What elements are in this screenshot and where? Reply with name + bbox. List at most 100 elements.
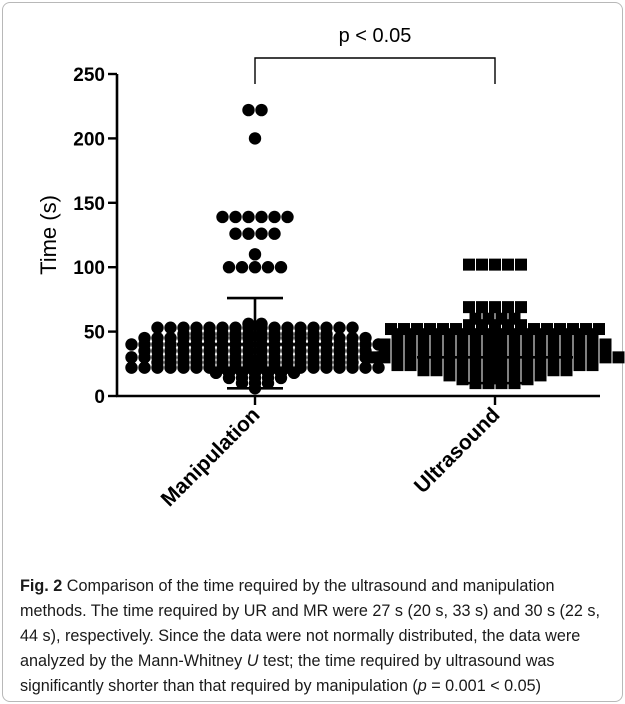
- data-point: [281, 321, 294, 334]
- y-tick-label: 0: [94, 387, 105, 408]
- data-point: [242, 317, 255, 331]
- caption-u-italic: U: [246, 652, 259, 670]
- data-point: [391, 338, 404, 351]
- significance-bracket: p < 0.05: [254, 25, 496, 84]
- caption-text-2: test; the time required by ultrasound wa…: [20, 652, 555, 695]
- data-point: [502, 258, 514, 271]
- data-point: [502, 301, 514, 314]
- data-point: [222, 261, 236, 274]
- data-point: [346, 321, 359, 334]
- bracket-line: [254, 57, 496, 84]
- data-point: [573, 338, 586, 351]
- data-point: [164, 331, 177, 345]
- data-point: [255, 227, 268, 240]
- x-tick-label: Ultrasound: [410, 403, 505, 498]
- data-point: [528, 323, 540, 336]
- y-axis-label: Time (s): [36, 195, 61, 275]
- data-point: [463, 258, 475, 271]
- caption-text-3: = 0.001 < 0.05): [426, 677, 542, 695]
- data-point: [294, 321, 307, 334]
- ultrasound-points: [365, 258, 625, 390]
- data-point: [404, 338, 417, 351]
- data-point: [599, 338, 612, 351]
- data-point: [463, 301, 475, 314]
- data-point: [450, 323, 462, 336]
- data-point: [580, 323, 592, 336]
- caption-text-1: Comparison of the time required by the u…: [20, 577, 601, 670]
- data-point: [229, 227, 242, 240]
- data-point: [333, 321, 346, 334]
- data-point: [320, 321, 333, 334]
- data-point: [242, 227, 255, 240]
- axes: 0 50 100 150 200 250 Time (s) Manipulation Ultra…: [36, 65, 600, 511]
- y-tick-label: 200: [73, 129, 105, 150]
- data-point: [177, 321, 190, 334]
- data-point: [567, 323, 579, 336]
- data-point: [489, 258, 501, 271]
- data-point: [281, 210, 294, 224]
- data-point: [235, 261, 249, 274]
- scatter-chart: 0 50 100 150 200 250 Time (s) Manipulation Ultra…: [36, 25, 625, 511]
- data-point: [216, 321, 229, 334]
- data-point: [229, 321, 242, 334]
- data-point: [261, 261, 275, 274]
- data-point: [359, 331, 372, 345]
- data-point: [151, 331, 164, 345]
- data-point: [125, 361, 138, 374]
- data-point: [508, 312, 521, 325]
- data-point: [164, 321, 177, 334]
- data-point: [593, 323, 605, 336]
- data-point: [151, 321, 164, 334]
- data-point: [190, 321, 203, 334]
- data-point: [255, 210, 268, 224]
- data-point: [495, 312, 508, 325]
- figure-label: Fig. 2: [20, 577, 63, 595]
- y-tick-label: 150: [73, 194, 105, 215]
- data-point: [476, 258, 488, 271]
- data-point: [346, 331, 359, 345]
- data-point: [229, 210, 242, 224]
- data-point: [424, 323, 436, 336]
- data-point: [378, 338, 391, 351]
- figure-caption: Fig. 2 Comparison of the time required b…: [20, 574, 610, 699]
- data-point: [255, 317, 268, 331]
- data-point: [268, 227, 281, 240]
- data-point: [365, 351, 378, 364]
- data-point: [248, 132, 262, 145]
- data-point: [125, 351, 138, 364]
- y-tick-label: 50: [84, 323, 105, 344]
- data-point: [482, 312, 495, 325]
- data-point: [268, 210, 281, 224]
- data-point: [203, 321, 216, 334]
- data-point: [248, 248, 262, 261]
- data-point: [333, 331, 346, 345]
- data-point: [138, 361, 151, 374]
- data-point: [216, 210, 229, 224]
- data-point: [469, 312, 482, 325]
- data-point: [612, 351, 625, 364]
- data-point: [398, 323, 410, 336]
- data-point: [489, 301, 501, 314]
- data-point: [307, 321, 320, 334]
- data-point: [248, 261, 262, 274]
- significance-label: p < 0.05: [339, 25, 412, 47]
- data-point: [242, 103, 255, 117]
- data-point: [255, 103, 268, 117]
- caption-p-italic: p: [417, 677, 427, 695]
- y-tick-label: 100: [73, 258, 105, 279]
- data-point: [541, 323, 553, 336]
- data-point: [515, 301, 527, 314]
- data-point: [586, 338, 599, 351]
- data-point: [476, 301, 488, 314]
- data-point: [411, 323, 423, 336]
- data-point: [242, 210, 255, 224]
- data-point: [268, 321, 281, 334]
- x-tick-label: Manipulation: [157, 403, 265, 511]
- data-point: [125, 338, 138, 351]
- data-point: [437, 323, 449, 336]
- data-point: [372, 361, 385, 374]
- data-point: [385, 323, 397, 336]
- y-tick-label: 250: [73, 65, 105, 86]
- data-point: [515, 258, 527, 271]
- data-point: [138, 331, 151, 345]
